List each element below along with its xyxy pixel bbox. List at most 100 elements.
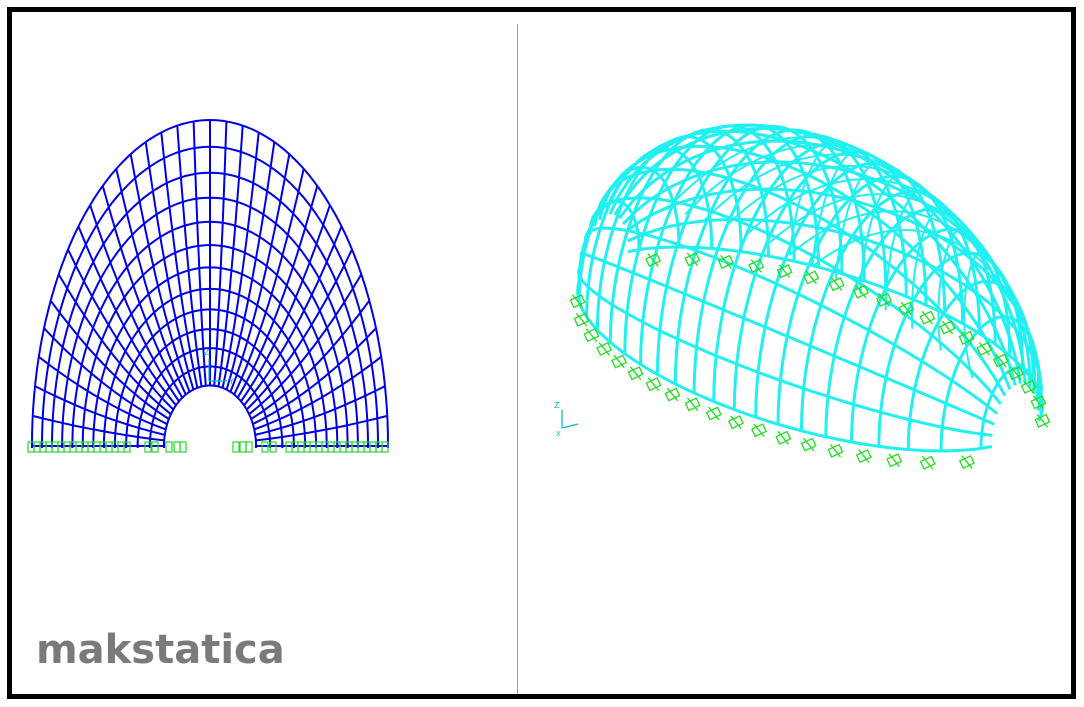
radial-line bbox=[129, 154, 191, 393]
diagonal-brace bbox=[704, 153, 932, 221]
transverse-arch bbox=[712, 141, 908, 402]
support-box bbox=[645, 252, 662, 268]
radial-line bbox=[225, 141, 276, 390]
support-glyph bbox=[853, 284, 869, 299]
radial-line bbox=[248, 273, 363, 415]
radial-line bbox=[254, 385, 386, 436]
support-tick bbox=[708, 406, 720, 421]
support-glyph bbox=[596, 341, 613, 356]
support-tick bbox=[1032, 395, 1045, 410]
support-glyph bbox=[1030, 395, 1047, 410]
support-glyph bbox=[717, 254, 734, 269]
support-box bbox=[583, 328, 600, 343]
support-tick bbox=[1036, 413, 1049, 428]
radial-line bbox=[89, 204, 180, 402]
support-tick bbox=[753, 423, 765, 438]
left-structure-drawing: ZY bbox=[27, 118, 389, 453]
support-box bbox=[803, 270, 820, 285]
support-tick bbox=[647, 377, 660, 392]
support-tick bbox=[1010, 366, 1022, 380]
radial-line bbox=[57, 273, 172, 415]
support-tick bbox=[598, 342, 610, 356]
support-glyph bbox=[898, 301, 915, 316]
z-axis-label: Z bbox=[204, 348, 210, 357]
support-box bbox=[569, 294, 586, 309]
support-box bbox=[1034, 413, 1051, 428]
support-glyph bbox=[583, 328, 600, 343]
transverse-arch bbox=[776, 174, 965, 425]
support-box bbox=[976, 341, 993, 356]
transverse-arch bbox=[939, 315, 1043, 452]
support-tick bbox=[858, 449, 870, 463]
transverse-arch bbox=[608, 128, 770, 343]
radial-line bbox=[243, 226, 343, 406]
support-box bbox=[1030, 395, 1047, 410]
radial-line bbox=[43, 327, 168, 425]
support-glyph bbox=[776, 264, 793, 279]
support-glyph bbox=[992, 353, 1009, 368]
support-glyph bbox=[886, 453, 903, 468]
support-square bbox=[144, 441, 152, 453]
support-box bbox=[992, 353, 1009, 368]
support-box bbox=[705, 406, 722, 421]
support-box bbox=[919, 455, 936, 470]
radial-line bbox=[38, 356, 167, 431]
support-box bbox=[855, 449, 872, 464]
support-tick bbox=[941, 320, 954, 335]
support-box bbox=[1007, 366, 1024, 381]
support-box bbox=[827, 443, 844, 458]
y-axis-label: Y bbox=[228, 377, 234, 386]
transverse-arch bbox=[799, 189, 981, 431]
support-tick bbox=[978, 341, 991, 356]
support-tick bbox=[878, 292, 890, 307]
support-glyph bbox=[827, 443, 844, 458]
radial-line bbox=[229, 154, 291, 393]
support-glyph bbox=[705, 406, 722, 421]
radial-line bbox=[233, 168, 305, 396]
support-box bbox=[939, 320, 956, 335]
radial-line bbox=[144, 141, 195, 390]
support-box bbox=[800, 437, 817, 452]
radial-line bbox=[217, 125, 244, 387]
support-box bbox=[611, 354, 628, 369]
transverse-arch bbox=[979, 366, 1043, 449]
support-tick bbox=[805, 270, 817, 285]
diagonal-brace bbox=[788, 210, 1002, 276]
transverse-arch bbox=[906, 279, 1035, 450]
support-tick bbox=[778, 264, 791, 279]
support-glyph bbox=[939, 320, 956, 335]
transverse-arch bbox=[673, 128, 866, 384]
x-axis-line bbox=[561, 423, 579, 429]
support-glyph bbox=[800, 437, 817, 452]
axis-triad-left: ZY bbox=[204, 348, 234, 386]
radial-line bbox=[115, 168, 187, 396]
support-tick bbox=[686, 252, 699, 267]
support-glyph bbox=[645, 252, 662, 268]
support-glyph bbox=[727, 415, 744, 430]
longitudinal-rib bbox=[576, 276, 993, 453]
transverse-arch bbox=[595, 135, 743, 331]
support-square bbox=[239, 441, 247, 453]
support-glyph bbox=[828, 277, 845, 292]
radial-line bbox=[236, 185, 319, 399]
radial-line bbox=[255, 414, 388, 442]
support-glyph bbox=[573, 312, 590, 327]
radial-line bbox=[32, 414, 165, 442]
right-structure-drawing: ZX bbox=[554, 123, 1051, 470]
viewport-divider[interactable] bbox=[517, 24, 518, 694]
support-tick bbox=[750, 259, 762, 273]
support-square bbox=[269, 441, 277, 453]
support-square bbox=[123, 441, 131, 453]
transverse-arch bbox=[754, 161, 947, 418]
support-tick bbox=[575, 312, 588, 327]
support-box bbox=[919, 310, 936, 325]
axis-triad-right: ZX bbox=[554, 401, 579, 438]
support-box bbox=[775, 430, 792, 445]
support-tick bbox=[1022, 380, 1035, 394]
longitudinal-rib bbox=[621, 160, 1037, 394]
support-box bbox=[886, 453, 903, 468]
support-glyph bbox=[976, 341, 993, 356]
radial-line bbox=[250, 300, 371, 420]
